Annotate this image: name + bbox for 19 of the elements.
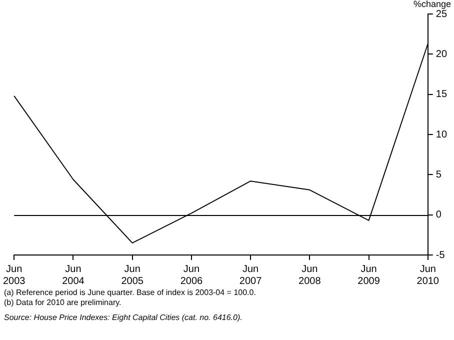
x-tick-label: Jun 2009 — [358, 264, 380, 287]
y-tick-label: 20 — [436, 48, 448, 60]
text: (a) Reference period is June quarter. Base of index is 2003-04 = 100.0. — [4, 288, 256, 298]
y-tick-label: 10 — [436, 129, 448, 140]
x-tick-label: Jun 2010 — [416, 264, 440, 287]
x-tick-label: Jun 2007 — [239, 264, 262, 287]
y-tick-label: 25 — [436, 8, 448, 20]
y-tick-label: 5 — [436, 169, 442, 180]
y-tick-label: 0 — [436, 210, 442, 221]
x-tick-label: Jun 2008 — [298, 264, 322, 287]
text: (b) Data for 2010 are preliminary. — [4, 298, 122, 308]
y-tick-label: -5 — [436, 250, 446, 261]
x-tick-label: Jun 2004 — [62, 264, 85, 287]
y-axis-title: %change — [413, 0, 451, 9]
y-tick-label: 15 — [436, 89, 448, 100]
source-note: Source: House Price Indexes: Eight Capital Cities (cat. no. 6416.0). — [4, 313, 244, 323]
x-tick-label: Jun 2005 — [121, 264, 144, 287]
x-tick-label: Jun 2006 — [180, 264, 204, 287]
x-tick-label: Jun 2003 — [3, 264, 26, 287]
